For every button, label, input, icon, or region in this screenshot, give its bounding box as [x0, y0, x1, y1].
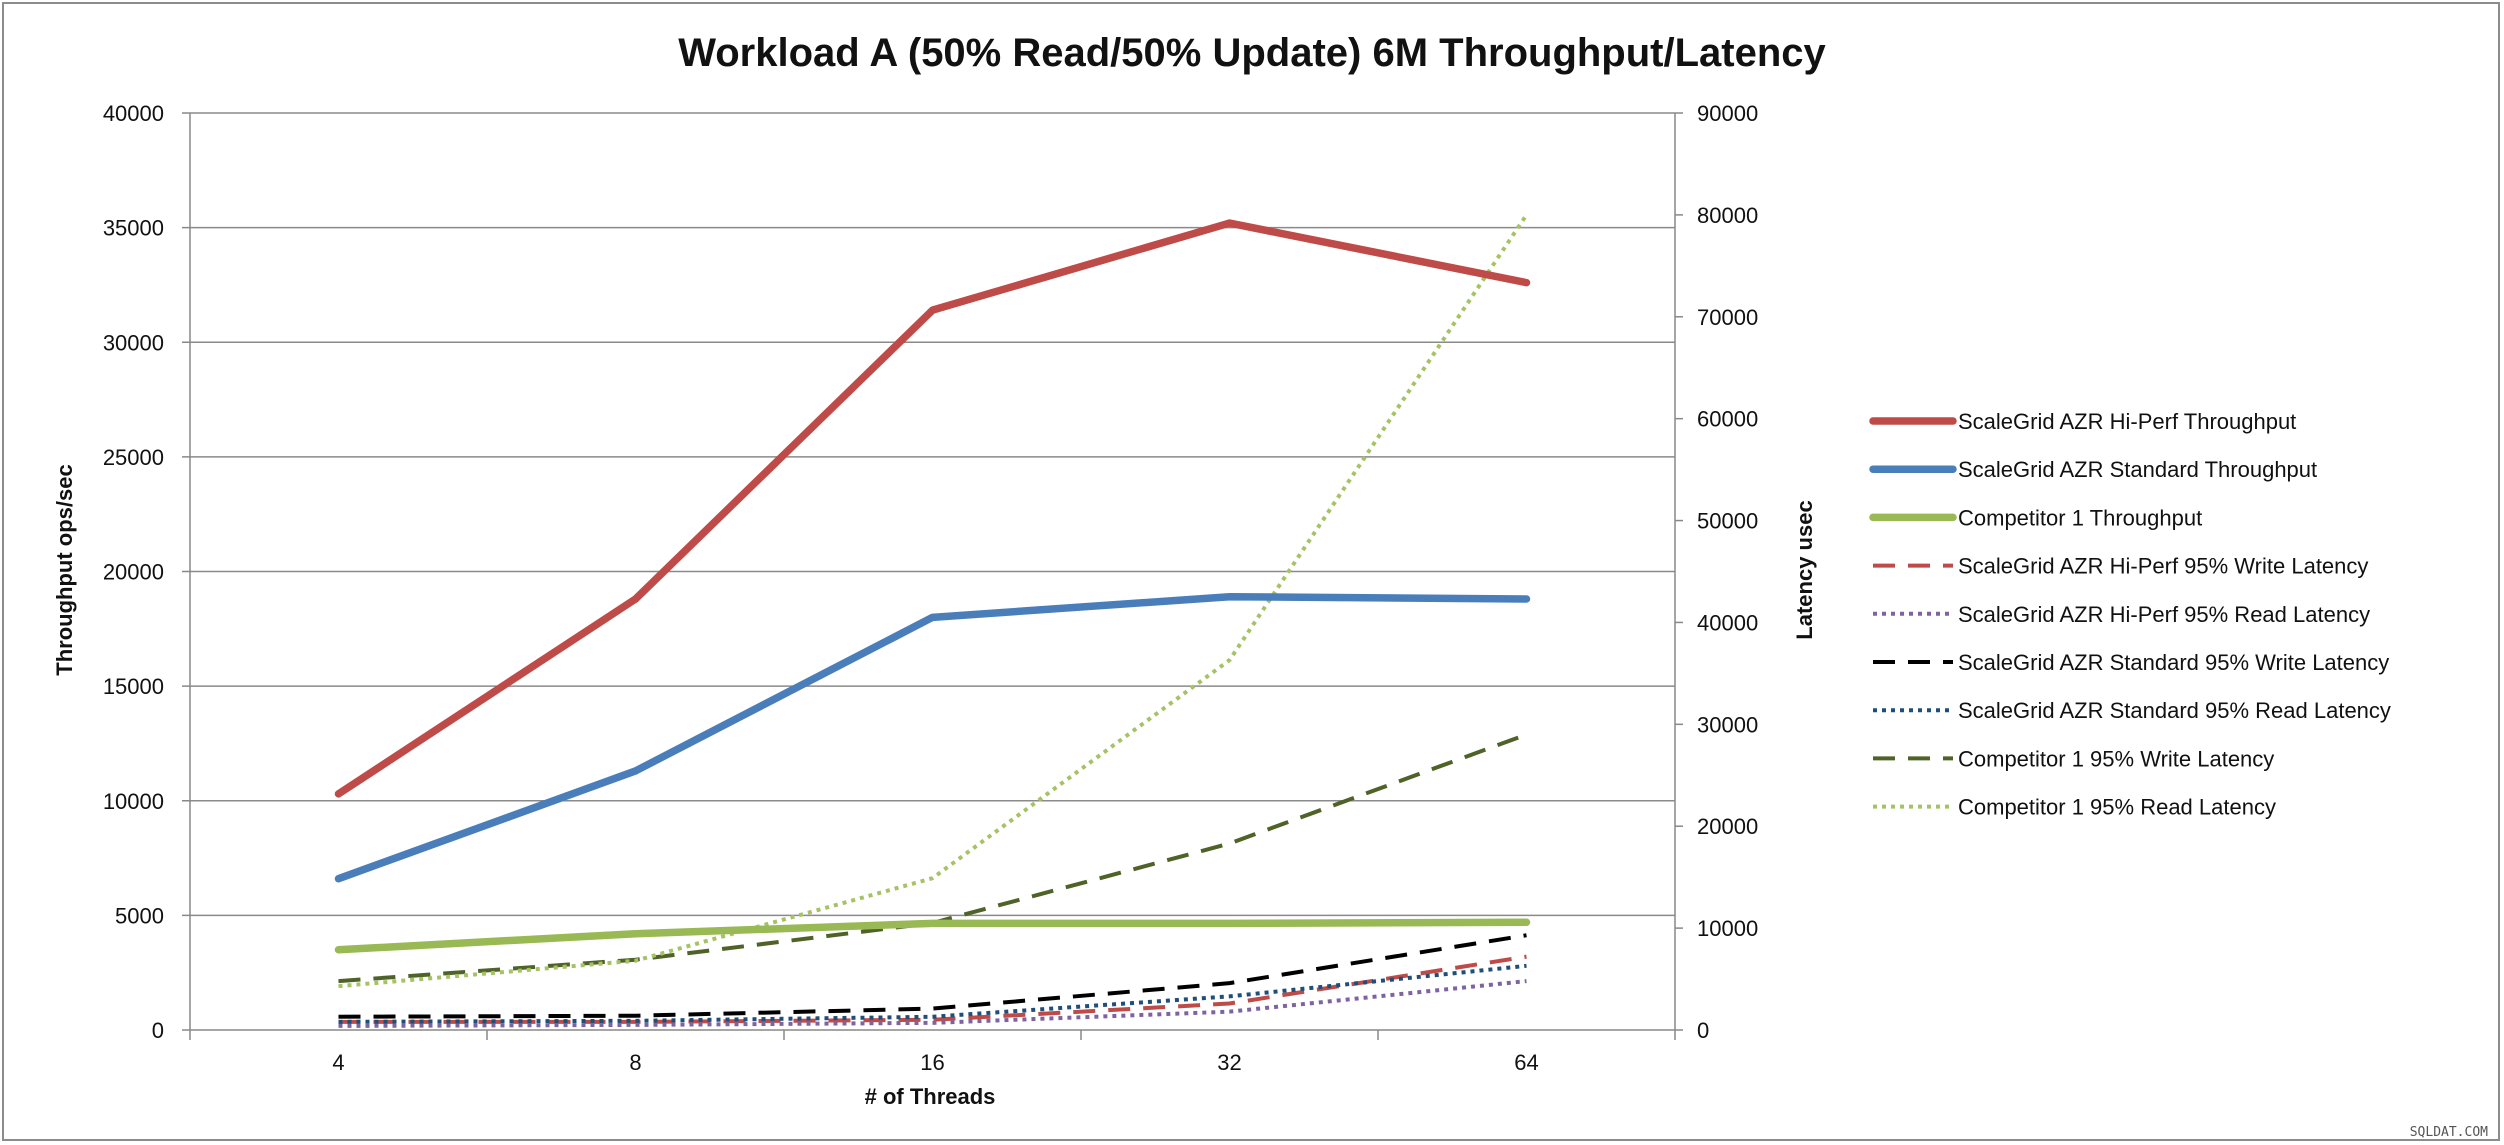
left-tick-label: 5000 — [115, 903, 164, 928]
legend-label: Competitor 1 95% Read Latency — [1958, 795, 2276, 820]
y-axis-label-right: Latency usec — [1792, 500, 1817, 639]
right-tick-label: 10000 — [1697, 916, 1758, 941]
series-line-8 — [338, 732, 1528, 984]
x-tick-label: 8 — [629, 1050, 641, 1075]
left-tick-label: 0 — [152, 1018, 164, 1043]
left-tick-label: 30000 — [103, 330, 164, 355]
right-tick-label: 20000 — [1697, 814, 1758, 839]
legend-label: ScaleGrid AZR Standard Throughput — [1958, 457, 2317, 482]
legend: ScaleGrid AZR Hi-Perf Throughput ScaleGri… — [1869, 409, 2391, 820]
right-tick-label: 90000 — [1697, 101, 1758, 126]
x-tick-label: 64 — [1514, 1050, 1538, 1075]
legend-label: ScaleGrid AZR Hi-Perf 95% Write Latency — [1958, 554, 2368, 579]
legend-label: ScaleGrid AZR Hi-Perf 95% Read Latency — [1958, 602, 2370, 627]
series-line-3 — [334, 918, 1531, 954]
right-tick-label: 0 — [1697, 1018, 1709, 1043]
legend-label: Competitor 1 95% Write Latency — [1958, 746, 2274, 771]
legend-label: ScaleGrid AZR Standard 95% Write Latency — [1958, 650, 2389, 675]
series-line-7 — [338, 963, 1527, 1024]
right-tick-label: 80000 — [1697, 203, 1758, 228]
series-line-6 — [338, 933, 1527, 1019]
left-tick-label: 40000 — [103, 101, 164, 126]
left-tick-label: 20000 — [103, 560, 164, 585]
legend-label: ScaleGrid AZR Standard 95% Read Latency — [1958, 698, 2391, 723]
right-tick-label: 30000 — [1697, 712, 1758, 737]
right-tick-label: 50000 — [1697, 509, 1758, 534]
left-axis-ticks: 0 5000 10000 15000 20000 25000 30000 35000 40000 — [103, 101, 190, 1043]
left-tick-label: 35000 — [103, 216, 164, 241]
x-axis-ticks: 4 8 16 32 64 — [189, 1030, 1676, 1075]
left-tick-label: 25000 — [103, 445, 164, 470]
left-tick-label: 15000 — [103, 674, 164, 699]
right-tick-label: 40000 — [1697, 610, 1758, 635]
grid-lines — [190, 112, 1675, 917]
x-tick-label: 16 — [920, 1050, 944, 1075]
x-tick-label: 32 — [1217, 1050, 1241, 1075]
x-tick-label: 4 — [332, 1050, 344, 1075]
series-line-9 — [338, 213, 1529, 989]
x-axis-label: # of Threads — [865, 1084, 996, 1109]
left-tick-label: 10000 — [103, 789, 164, 814]
y-axis-label-left: Throughput ops/sec — [52, 464, 77, 675]
chart-title: Workload A (50% Read/50% Update) 6M Thro… — [678, 31, 1826, 75]
series-line-2 — [334, 592, 1531, 883]
series-line-5 — [338, 979, 1527, 1028]
right-tick-label: 60000 — [1697, 407, 1758, 432]
right-tick-label: 70000 — [1697, 305, 1758, 330]
right-axis-ticks: 0 10000 20000 30000 40000 50000 60000 70000 8000… — [1675, 101, 1758, 1043]
watermark: SQLDAT.COM — [2410, 1125, 2488, 1140]
legend-label: ScaleGrid AZR Hi-Perf Throughput — [1958, 409, 2296, 434]
series-line-1 — [334, 219, 1531, 798]
legend-label: Competitor 1 Throughput — [1958, 505, 2202, 530]
series-lines — [334, 213, 1531, 1028]
